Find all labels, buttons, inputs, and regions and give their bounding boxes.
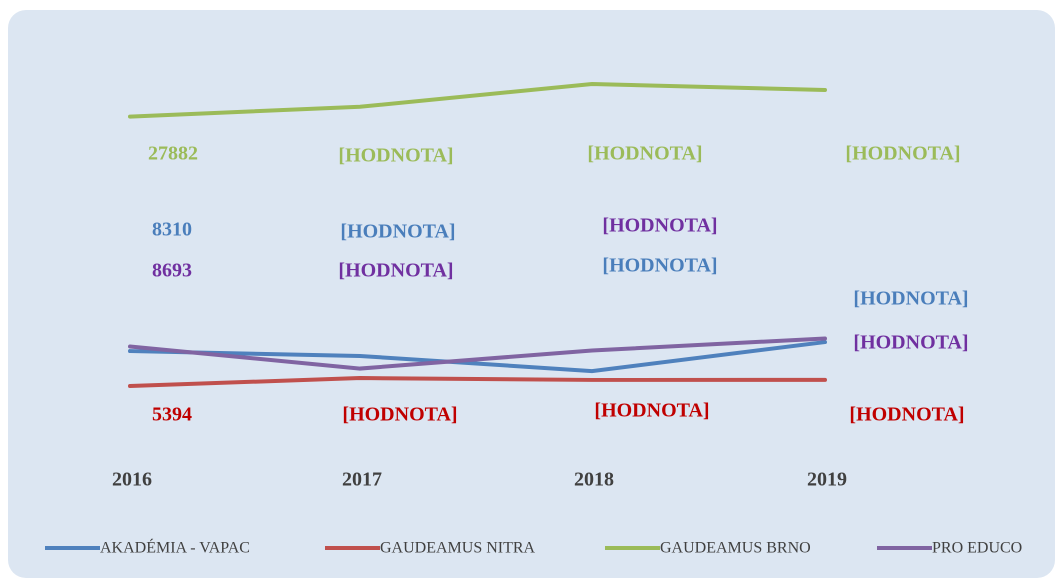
data-label: 8310 <box>152 219 192 241</box>
legend-label: PRO EDUCO <box>932 540 1022 557</box>
data-label: [HODNOTA] <box>342 404 457 426</box>
legend-label: GAUDEAMUS NITRA <box>380 540 536 557</box>
x-tick-label: 2017 <box>342 469 382 491</box>
data-label: 5394 <box>152 404 192 426</box>
x-tick-label: 2018 <box>574 469 614 491</box>
data-label: 8693 <box>152 260 192 282</box>
data-label: [HODNOTA] <box>338 260 453 282</box>
data-label: 27882 <box>148 143 198 165</box>
data-label: [HODNOTA] <box>853 332 968 354</box>
data-label: [HODNOTA] <box>587 143 702 165</box>
legend-label: GAUDEAMUS BRNO <box>660 540 811 557</box>
x-tick-label: 2019 <box>807 469 847 491</box>
chart-area <box>8 10 1055 578</box>
data-label: [HODNOTA] <box>594 400 709 422</box>
data-label: [HODNOTA] <box>602 215 717 237</box>
data-label: [HODNOTA] <box>340 221 455 243</box>
x-tick-label: 2016 <box>112 469 152 491</box>
line <box>128 376 827 388</box>
data-label: [HODNOTA] <box>338 145 453 167</box>
line <box>128 336 827 371</box>
data-label: [HODNOTA] <box>849 404 964 426</box>
line <box>128 81 827 119</box>
legend-label: AKADÉMIA - VAPAC <box>100 538 250 557</box>
data-label: [HODNOTA] <box>602 255 717 277</box>
data-label: [HODNOTA] <box>853 288 968 310</box>
line <box>128 340 827 374</box>
data-label: [HODNOTA] <box>845 143 960 165</box>
